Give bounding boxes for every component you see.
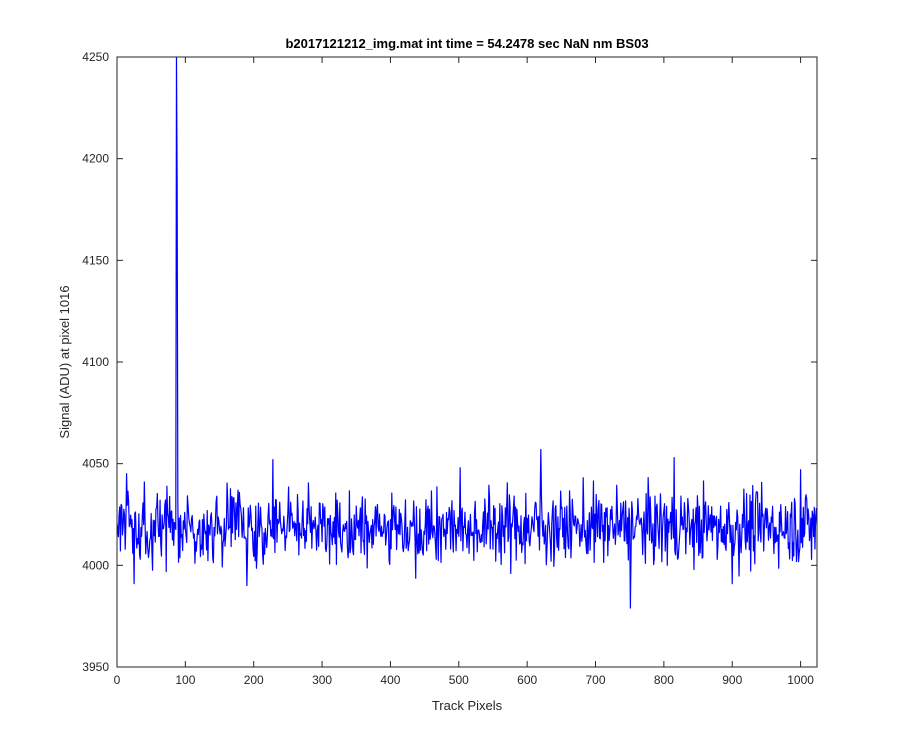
plot-area — [117, 57, 817, 667]
y-tick-label: 4250 — [82, 50, 109, 64]
series-group — [117, 57, 817, 609]
x-tick-label: 600 — [517, 673, 537, 687]
y-tick-label: 4100 — [82, 355, 109, 369]
x-tick-label: 800 — [654, 673, 674, 687]
x-tick-label: 0 — [114, 673, 121, 687]
y-tick-label: 4150 — [82, 253, 109, 267]
x-tick-label: 900 — [722, 673, 742, 687]
x-tick-label: 400 — [380, 673, 400, 687]
x-tick-label: 1000 — [787, 673, 814, 687]
y-axis-label: Signal (ADU) at pixel 1016 — [57, 285, 72, 438]
y-tick-label: 4000 — [82, 558, 109, 572]
x-tick-label: 300 — [312, 673, 332, 687]
x-ticks: 0 100 200 300 400 500 600 700 800 900 1000 — [114, 57, 814, 687]
y-tick-label: 4050 — [82, 457, 109, 471]
y-ticks: 3950 4000 4050 4100 4150 4200 4250 — [82, 50, 817, 674]
x-tick-label: 700 — [586, 673, 606, 687]
x-tick-label: 100 — [175, 673, 195, 687]
x-tick-label: 500 — [449, 673, 469, 687]
axes-box — [116, 56, 818, 668]
signal-line — [117, 57, 817, 609]
x-axis-label: Track Pixels — [432, 698, 503, 713]
y-tick-label: 4200 — [82, 152, 109, 166]
x-tick-label: 200 — [244, 673, 264, 687]
chart-title: b2017121212_img.mat int time = 54.2478 s… — [285, 36, 648, 51]
y-tick-label: 3950 — [82, 660, 109, 674]
